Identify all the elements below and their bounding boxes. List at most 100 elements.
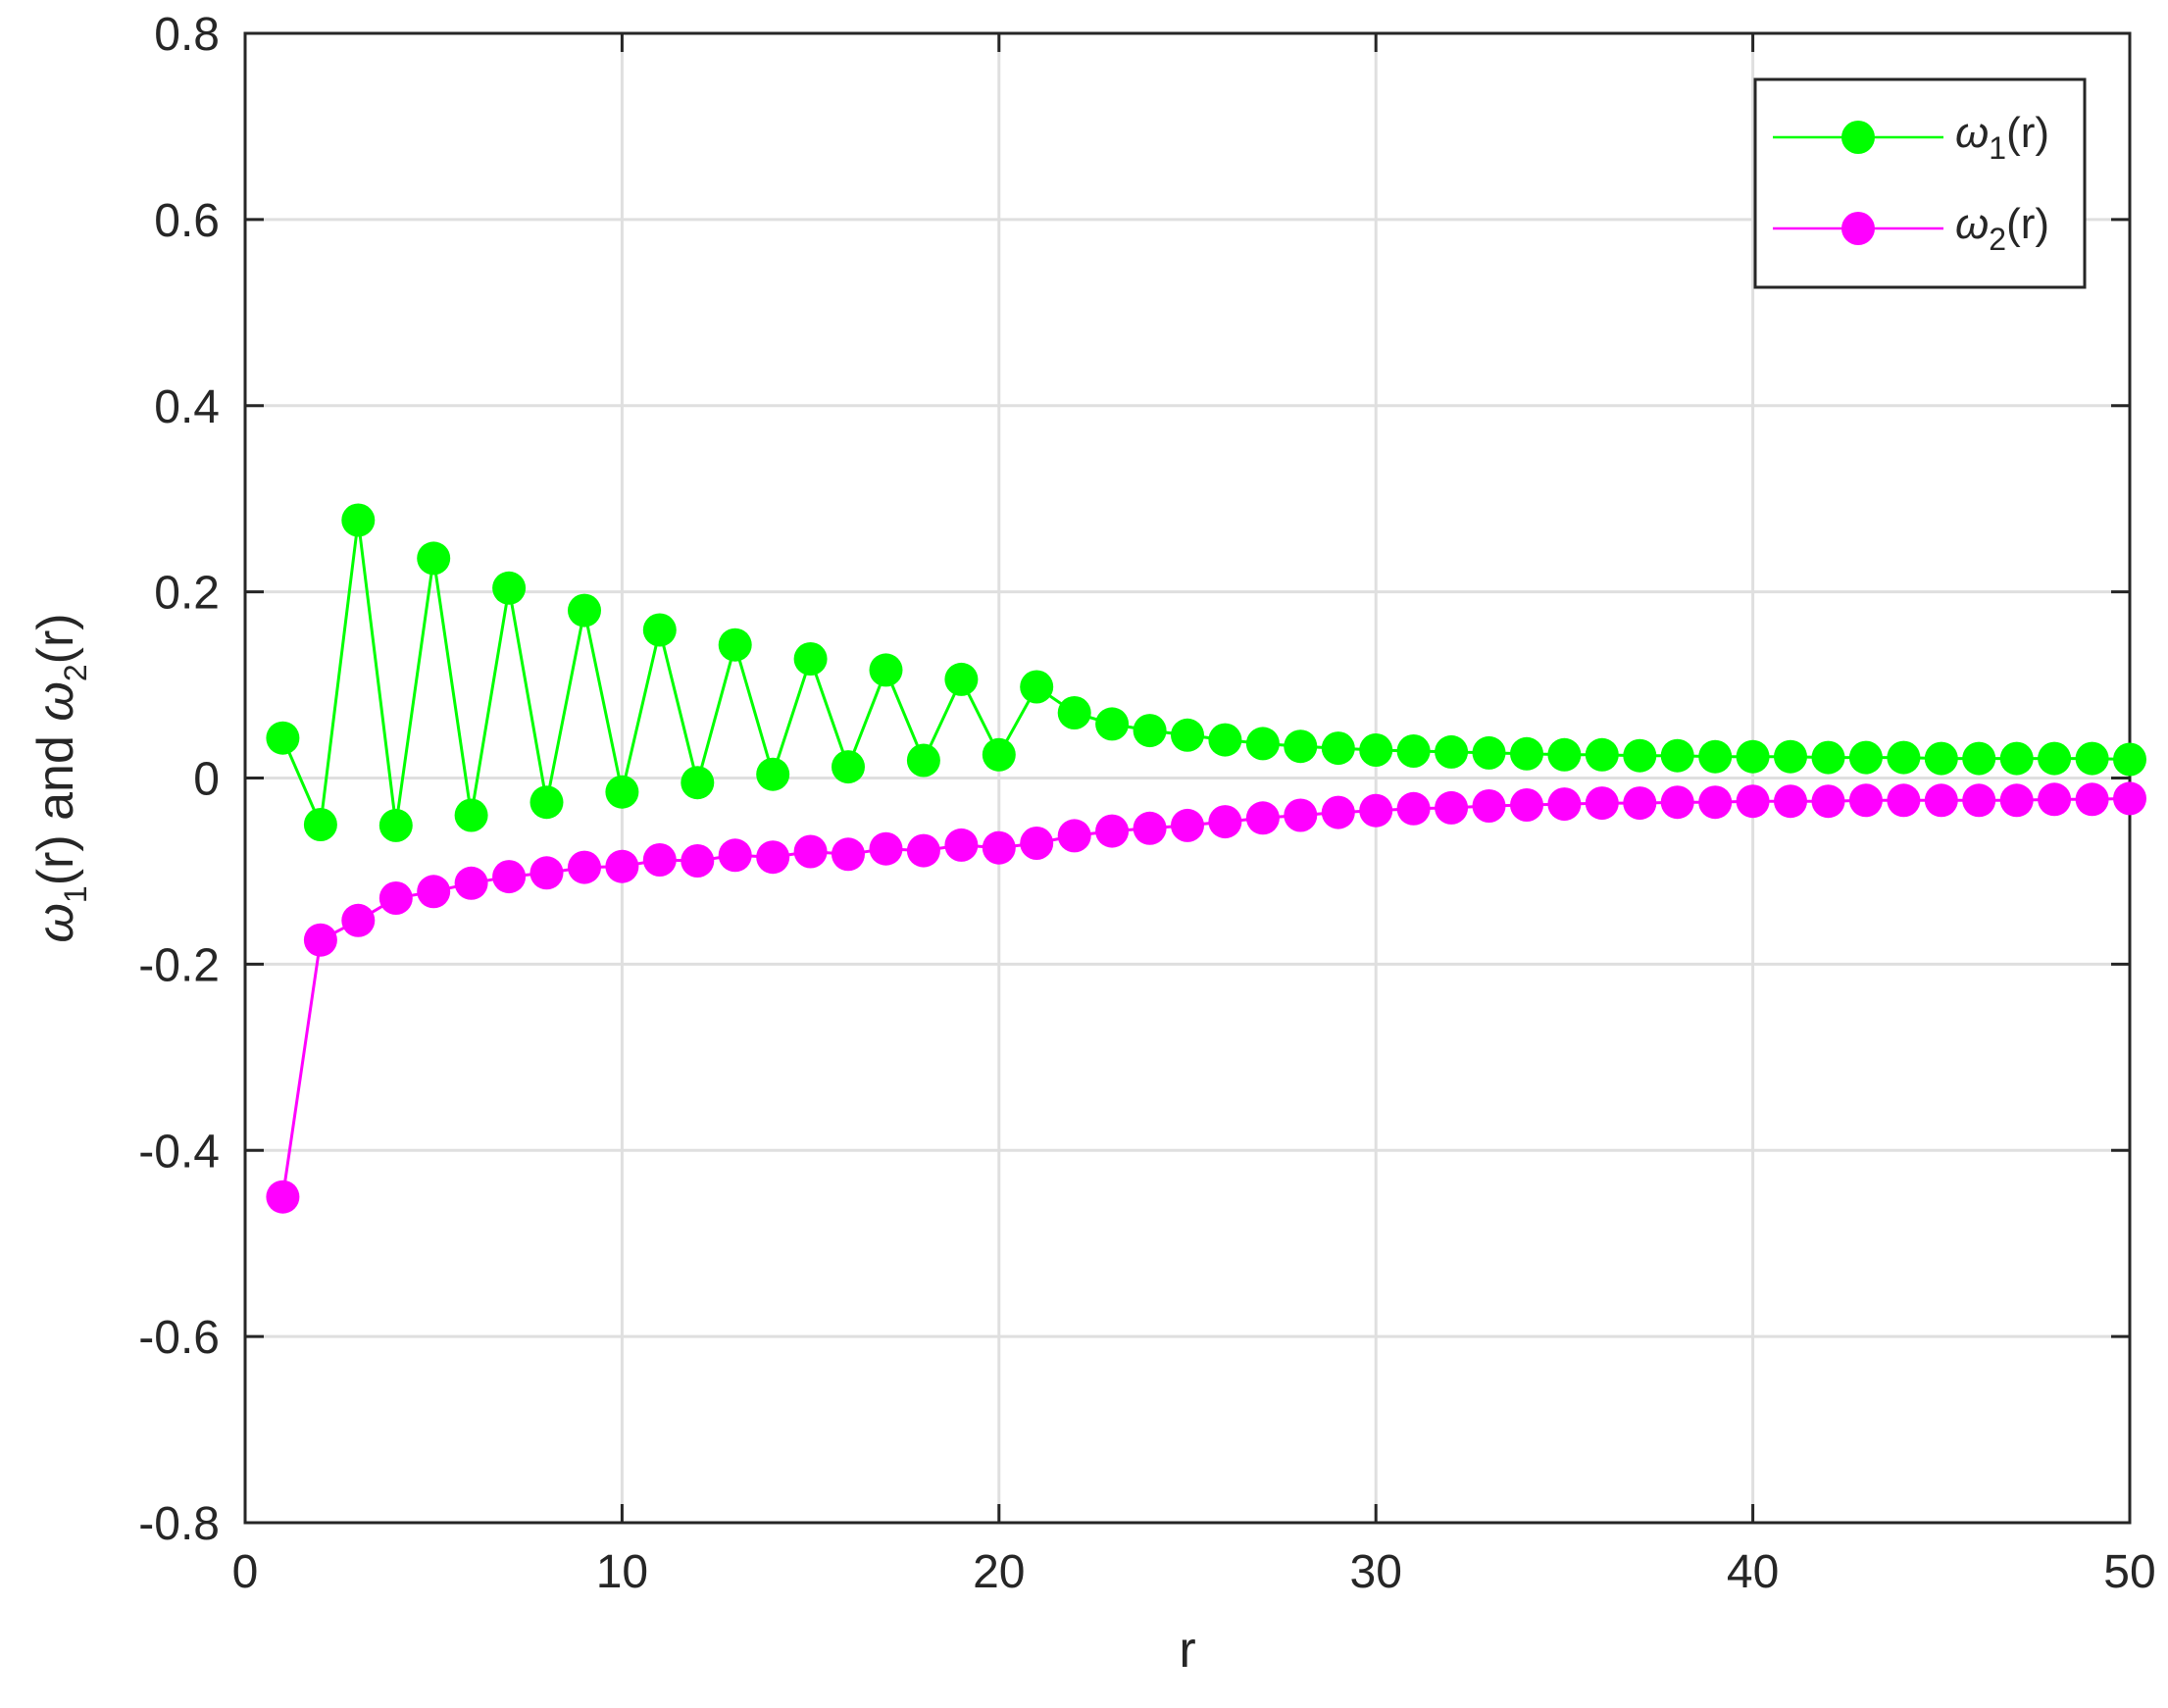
data-point [2038, 742, 2071, 776]
data-point [719, 838, 752, 872]
data-point [1510, 737, 1543, 771]
y-axis-label-sub2: 2 [58, 664, 93, 681]
data-point [455, 799, 488, 832]
y-axis-label-end: (r) [27, 613, 84, 664]
data-point [417, 875, 450, 908]
y-tick-label: -0.8 [138, 1498, 220, 1550]
x-tick-label: 20 [973, 1546, 1025, 1598]
data-point [530, 785, 564, 819]
x-tick-label: 50 [2103, 1546, 2155, 1598]
legend: ω1(r) ω2(r) [1755, 79, 2085, 287]
data-point [1586, 738, 1619, 772]
data-point [417, 541, 450, 575]
y-tick-label: 0 [193, 754, 220, 806]
data-point [1510, 788, 1543, 822]
data-point [1547, 787, 1581, 821]
data-point [2113, 743, 2146, 777]
data-point [1020, 671, 1053, 704]
data-point [1284, 729, 1317, 763]
data-point [983, 831, 1016, 865]
data-point [907, 744, 940, 778]
data-point [379, 881, 413, 915]
data-point [1095, 707, 1129, 740]
data-point [1171, 809, 1204, 842]
data-point [1058, 696, 1091, 729]
data-point [304, 808, 337, 841]
data-point [1623, 786, 1656, 820]
data-point [1246, 801, 1280, 834]
data-point [530, 856, 564, 889]
x-tick-label: 30 [1350, 1546, 1402, 1598]
x-tick-label: 40 [1727, 1546, 1779, 1598]
data-point [1397, 734, 1431, 768]
data-point [1020, 827, 1053, 860]
data-point [341, 504, 375, 537]
data-point [1962, 783, 1995, 817]
data-point [1698, 740, 1732, 774]
data-point [1698, 785, 1732, 819]
x-axis-label: r [1179, 1622, 1195, 1679]
data-point [1887, 741, 1920, 775]
data-point [2113, 781, 2146, 815]
data-point [643, 614, 677, 647]
data-point [2000, 742, 2034, 776]
data-point [1435, 791, 1468, 825]
y-axis-label-omega2: ω [27, 681, 84, 722]
data-point [756, 840, 789, 874]
data-point [1774, 740, 1807, 774]
data-point [832, 837, 865, 871]
data-point [492, 572, 526, 605]
data-point [266, 1181, 299, 1214]
data-point [643, 843, 677, 877]
y-axis-label-sub1: 1 [58, 885, 93, 903]
data-point [1661, 785, 1694, 819]
data-point [1812, 784, 1845, 818]
data-point [1812, 741, 1845, 775]
data-point [1962, 742, 1995, 776]
y-tick-label: -0.4 [138, 1126, 220, 1178]
data-point [1246, 727, 1280, 760]
y-axis-label-mid: (r) and [27, 722, 84, 886]
data-point [1134, 812, 1167, 845]
data-point [1586, 786, 1619, 820]
data-point [1284, 799, 1317, 832]
data-point [1774, 784, 1807, 818]
data-point [1547, 738, 1581, 772]
data-point [832, 750, 865, 783]
data-point [1737, 740, 1770, 774]
data-point [1925, 742, 1958, 776]
data-point [2076, 742, 2109, 776]
y-tick-label: 0.8 [154, 9, 220, 61]
y-tick-label: -0.6 [138, 1312, 220, 1364]
data-point [1359, 794, 1392, 828]
data-point [681, 844, 714, 878]
data-point [266, 722, 299, 755]
y-tick-label: 0.2 [154, 568, 220, 620]
data-point [605, 850, 638, 883]
legend-marker-omega1 [1841, 121, 1875, 154]
data-point [568, 851, 601, 884]
data-point [568, 594, 601, 628]
data-point [1322, 731, 1355, 765]
y-axis-label-omega1: ω [27, 903, 84, 943]
data-point [719, 628, 752, 662]
data-point [1134, 714, 1167, 747]
data-point [870, 653, 903, 686]
data-point [794, 835, 828, 869]
data-point [681, 766, 714, 799]
legend-marker-omega2 [1841, 212, 1875, 245]
data-point [756, 758, 789, 791]
data-point [605, 776, 638, 809]
data-point [794, 642, 828, 676]
data-point [1208, 724, 1241, 757]
x-tick-label: 0 [232, 1546, 259, 1598]
data-point [1473, 789, 1506, 823]
data-point [379, 809, 413, 842]
y-tick-label: 0.6 [154, 195, 220, 247]
data-point [944, 829, 978, 862]
data-point [1925, 783, 1958, 817]
data-point [907, 834, 940, 868]
y-tick-label: -0.2 [138, 939, 220, 991]
data-point [2000, 783, 2034, 817]
data-point [944, 663, 978, 696]
